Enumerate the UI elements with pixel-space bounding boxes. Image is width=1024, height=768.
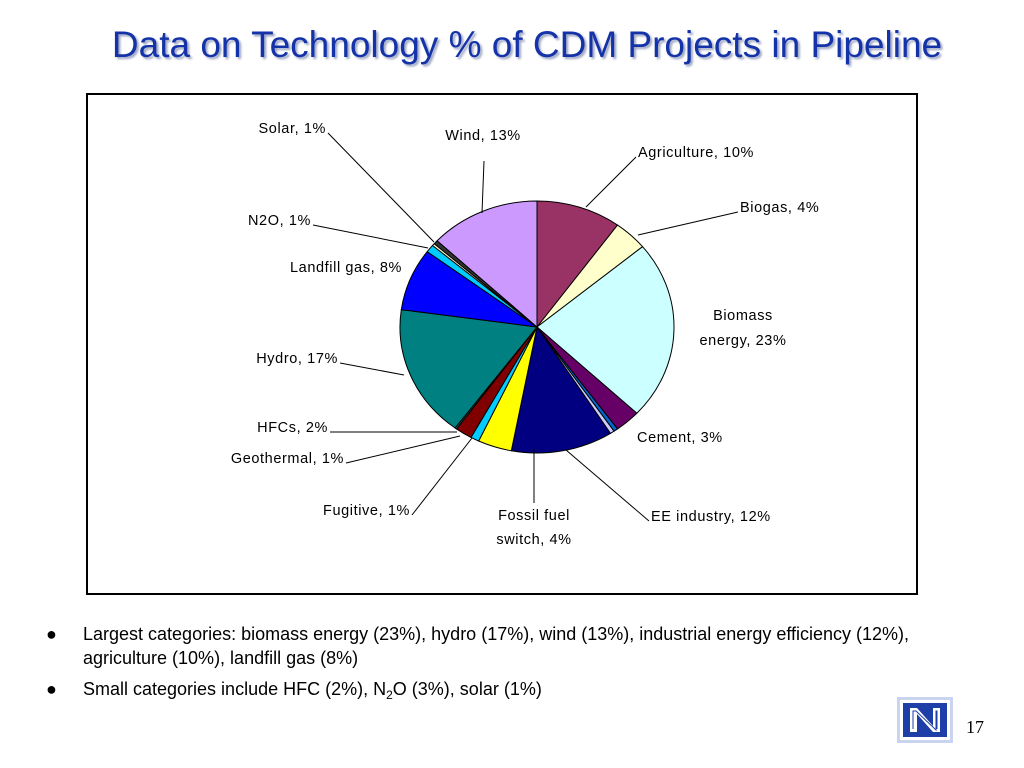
leader-line xyxy=(327,132,435,243)
bullet-dot: ● xyxy=(46,624,57,644)
slice-label: Landfill gas, 8% xyxy=(290,260,402,276)
leader-line xyxy=(637,211,739,236)
slice-label: Fugitive, 1% xyxy=(323,503,410,519)
bullet-text: Small categories include HFC (2%), N2O (… xyxy=(83,679,542,702)
leader-line xyxy=(312,224,429,249)
slice-label: Solar, 1% xyxy=(259,121,326,137)
pie-slice-ee-industry xyxy=(510,325,612,454)
leader-line xyxy=(411,437,473,516)
slice-label: Biomass xyxy=(713,308,773,324)
pie-slice-agriculture xyxy=(536,200,619,329)
bullet-text: Largest categories: biomass energy (23%)… xyxy=(83,624,910,668)
slice-label: switch, 4% xyxy=(496,532,571,548)
leader-line xyxy=(345,435,461,464)
bullet-item: ● Largest categories: biomass energy (23… xyxy=(46,622,946,670)
subscript: 2 xyxy=(386,688,393,702)
pie-slice-biomass-energy xyxy=(536,246,675,414)
slice-label: HFCs, 2% xyxy=(257,420,328,436)
pie-slice-hydro xyxy=(399,309,538,429)
slice-label: Geothermal, 1% xyxy=(231,451,344,467)
slice-label: Fossil fuel xyxy=(498,508,570,524)
slice-label: energy, 23% xyxy=(700,333,787,349)
slice-label: Wind, 13% xyxy=(445,128,521,144)
n-logo-icon xyxy=(897,697,953,743)
slice-label: Cement, 3% xyxy=(637,430,723,446)
leader-line xyxy=(585,156,637,208)
slide-title: Data on Technology % of CDM Projects in … xyxy=(111,24,943,65)
leader-line xyxy=(339,362,405,376)
chart-frame: Agriculture, 10% Biogas, 4% Biomass energy,… xyxy=(86,93,918,595)
leader-line xyxy=(565,449,650,522)
slice-label: N2O, 1% xyxy=(248,213,311,229)
slice-label: Agriculture, 10% xyxy=(638,145,754,161)
slice-label: Hydro, 17% xyxy=(256,351,338,367)
pie-chart: Agriculture, 10% Biogas, 4% Biomass energy,… xyxy=(231,121,819,548)
slice-label: EE industry, 12% xyxy=(651,509,771,525)
page-number: 17 xyxy=(966,717,984,737)
bullet-list: ● Largest categories: biomass energy (23… xyxy=(46,622,946,714)
bullet-item: ● Small categories include HFC (2%), N2O… xyxy=(46,677,946,707)
slice-label: Biogas, 4% xyxy=(740,200,819,216)
pie-slice-wind xyxy=(436,200,538,329)
bullet-dot: ● xyxy=(46,679,57,699)
leader-line xyxy=(481,160,485,214)
